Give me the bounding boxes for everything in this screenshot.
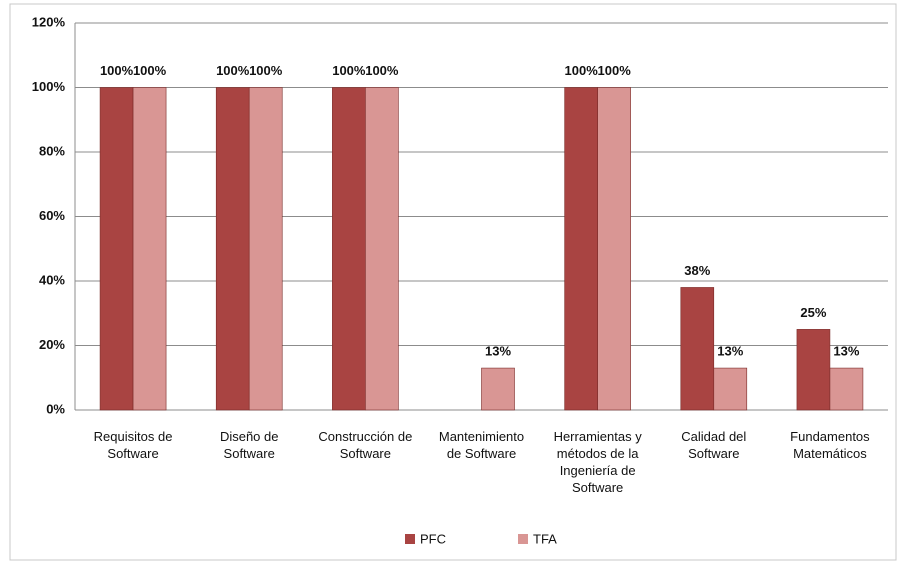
bar (248, 87, 283, 411)
legend-label: TFA (533, 531, 557, 546)
data-label: 100% (598, 63, 632, 78)
data-label: 25% (800, 305, 826, 320)
data-label: 100% (332, 63, 366, 78)
x-tick-label: Calidad del Software (681, 429, 746, 461)
data-label: 100% (100, 63, 134, 78)
y-tick-label: 40% (39, 272, 65, 287)
bar (215, 87, 250, 411)
data-label: 100% (249, 63, 283, 78)
data-label: 13% (485, 344, 511, 359)
chart-frame (9, 3, 897, 561)
bar (365, 87, 399, 411)
bar (132, 87, 167, 411)
bar (481, 367, 515, 411)
bar (796, 329, 831, 411)
data-label: 100% (565, 63, 599, 78)
data-label: 13% (717, 344, 743, 359)
y-tick-label: 60% (39, 208, 65, 223)
x-tick-label: Mantenimiento de Software (439, 429, 524, 461)
y-tick-label: 0% (46, 401, 65, 416)
x-tick-label: Fundamentos Matemáticos (790, 429, 870, 461)
x-tick-label: Diseño de Software (220, 429, 279, 461)
data-label: 13% (833, 344, 859, 359)
bar (99, 87, 134, 411)
x-tick-label: Construcción de Software (318, 429, 412, 461)
legend-swatch (518, 534, 528, 544)
bar (564, 87, 598, 411)
data-label: 100% (365, 63, 399, 78)
legend-label: PFC (420, 531, 446, 546)
data-label: 38% (684, 263, 710, 278)
data-label: 100% (133, 63, 167, 78)
bar (332, 87, 366, 411)
bar (680, 287, 715, 411)
bar (829, 367, 864, 411)
x-tick-label: Requisitos de Software (94, 429, 173, 461)
y-tick-label: 120% (32, 14, 66, 29)
y-tick-label: 20% (39, 337, 65, 352)
legend-swatch (405, 534, 415, 544)
y-tick-label: 80% (39, 143, 65, 158)
bar (713, 367, 748, 411)
y-tick-label: 100% (32, 79, 66, 94)
x-tick-label: Herramientas y métodos de la Ingeniería de… (554, 429, 643, 495)
data-label: 100% (216, 63, 250, 78)
bar (597, 87, 631, 411)
